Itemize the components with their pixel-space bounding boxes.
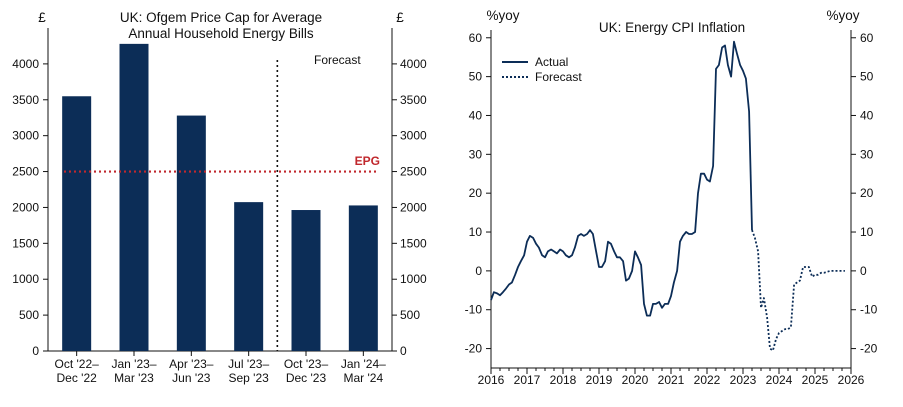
right-chart-title: UK: Energy CPI Inflation xyxy=(599,20,745,35)
left-y-tick-label: 0 xyxy=(32,344,39,358)
left-y-tick-label: 500 xyxy=(19,308,39,322)
right-y-tick-label-cpi: 0 xyxy=(860,264,867,278)
bar xyxy=(62,96,92,351)
x-tick-label: Mar '24 xyxy=(344,371,384,385)
right-y-tick-label-cpi: 60 xyxy=(860,31,874,45)
price-cap-bar-chart: UK: Ofgem Price Cap for Average Annual H… xyxy=(12,10,427,385)
x-tick-label: Jun '23 xyxy=(172,371,211,385)
x-tick-label: Jan '24– xyxy=(341,357,386,371)
x-tick-label-cpi: 2025 xyxy=(802,373,829,387)
right-y-tick-label: 1000 xyxy=(400,272,427,286)
right-y-tick-label: 3000 xyxy=(400,129,427,143)
legend: Actual Forecast xyxy=(502,55,582,84)
x-tick-label: Oct '22– xyxy=(55,357,100,371)
bar xyxy=(348,205,378,351)
right-y-tick-label-cpi: 50 xyxy=(860,70,874,84)
left-y-tick-label-cpi: 40 xyxy=(469,108,483,122)
right-axis-unit-cpi: %yoy xyxy=(826,8,859,23)
right-axis-unit: £ xyxy=(396,10,404,25)
left-y-tick-label: 3500 xyxy=(12,93,39,107)
left-y-tick-label: 3000 xyxy=(12,129,39,143)
legend-forecast-label: Forecast xyxy=(535,70,582,84)
bar xyxy=(119,43,149,352)
right-y-tick-label-cpi: -10 xyxy=(860,303,878,317)
left-axis-unit-cpi: %yoy xyxy=(486,8,519,23)
left-y-tick-label: 1500 xyxy=(12,236,39,250)
right-y-tick-label-cpi: 30 xyxy=(860,147,874,161)
x-tick-label-cpi: 2023 xyxy=(730,373,757,387)
x-tick-label-cpi: 2020 xyxy=(622,373,649,387)
left-y-tick-label-cpi: 20 xyxy=(469,186,483,200)
right-y-tick-label-cpi: 40 xyxy=(860,108,874,122)
left-y-tick-label-cpi: 10 xyxy=(469,225,483,239)
left-axis-unit: £ xyxy=(38,10,46,25)
forecast-label: Forecast xyxy=(314,53,361,67)
right-y-tick-label: 0 xyxy=(400,344,407,358)
x-tick-label-cpi: 2026 xyxy=(838,373,865,387)
x-tick-label-cpi: 2022 xyxy=(694,373,721,387)
x-tick-label: Dec '22 xyxy=(57,371,98,385)
epg-label: EPG xyxy=(355,154,380,168)
bar xyxy=(291,210,321,351)
x-tick-label-cpi: 2024 xyxy=(766,373,793,387)
left-chart-title: UK: Ofgem Price Cap for Average xyxy=(120,10,322,25)
left-y-tick-label-cpi: 0 xyxy=(475,264,482,278)
right-y-tick-label: 1500 xyxy=(400,236,427,250)
x-tick-label-cpi: 2021 xyxy=(658,373,685,387)
right-y-tick-label: 2500 xyxy=(400,165,427,179)
forecast-series-line xyxy=(751,229,845,352)
bar xyxy=(234,202,264,351)
x-tick-label: Apr '23– xyxy=(169,357,214,371)
x-tick-label: Sep '23 xyxy=(229,371,270,385)
x-tick-label-cpi: 2018 xyxy=(550,373,577,387)
x-tick-label: Jan '23– xyxy=(112,357,157,371)
x-tick-label-cpi: 2016 xyxy=(478,373,505,387)
x-tick-label: Mar '23 xyxy=(114,371,154,385)
right-y-tick-label-cpi: 10 xyxy=(860,225,874,239)
right-y-tick-label-cpi: -20 xyxy=(860,342,878,356)
x-tick-label: Oct '23– xyxy=(284,357,329,371)
left-y-tick-label-cpi: 30 xyxy=(469,147,483,161)
left-y-tick-label-cpi: -10 xyxy=(465,303,483,317)
left-y-tick-label-cpi: 50 xyxy=(469,70,483,84)
right-y-tick-label: 2000 xyxy=(400,200,427,214)
actual-series-line xyxy=(490,40,753,317)
x-tick-label-cpi: 2019 xyxy=(586,373,613,387)
bar xyxy=(176,115,206,352)
right-y-tick-label: 500 xyxy=(400,308,420,322)
right-y-tick-label: 4000 xyxy=(400,57,427,71)
x-tick-label-cpi: 2017 xyxy=(514,373,541,387)
x-tick-label: Dec '23 xyxy=(286,371,327,385)
legend-actual-label: Actual xyxy=(535,55,568,69)
left-y-tick-label: 2500 xyxy=(12,165,39,179)
right-y-tick-label: 3500 xyxy=(400,93,427,107)
left-y-tick-label: 2000 xyxy=(12,200,39,214)
left-y-tick-label: 1000 xyxy=(12,272,39,286)
left-y-tick-label-cpi: 60 xyxy=(469,31,483,45)
left-y-tick-label-cpi: -20 xyxy=(465,342,483,356)
left-chart-subtitle: Annual Household Energy Bills xyxy=(128,26,314,41)
left-y-tick-label: 4000 xyxy=(12,57,39,71)
right-y-tick-label-cpi: 20 xyxy=(860,186,874,200)
x-tick-label: Jul '23– xyxy=(228,357,269,371)
